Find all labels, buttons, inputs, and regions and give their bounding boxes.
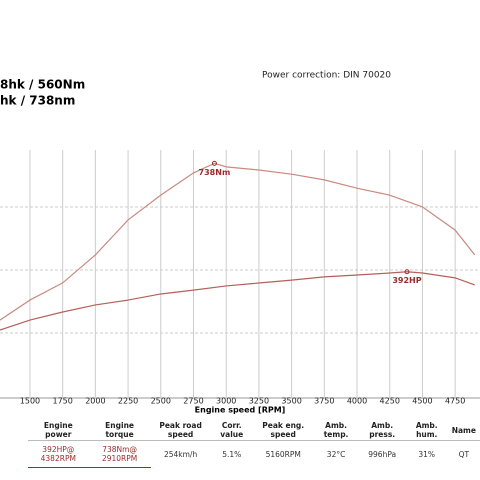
peak-marker	[404, 269, 410, 275]
h-grid	[0, 206, 480, 334]
table-cell: 5.1%	[222, 449, 242, 459]
table-cell: 392HP@ 4382RPM	[28, 440, 89, 468]
x-tick-label: 4750	[445, 397, 465, 406]
table-cell: 996hPa	[368, 449, 397, 459]
x-axis-label: Engine speed [RPM]	[195, 406, 286, 415]
peak-label: 738Nm	[199, 168, 231, 177]
header-line: hk / 738nm	[0, 94, 75, 108]
series-line	[0, 271, 475, 331]
peak-marker	[211, 160, 217, 166]
x-tick-label: 2000	[85, 397, 105, 406]
table-header: Amb. hum.	[405, 420, 448, 441]
table-header: Engine torque	[88, 420, 151, 441]
table-header: Name	[447, 420, 480, 441]
x-tick-label: 4000	[347, 397, 367, 406]
peak-label: 392HP	[392, 276, 421, 285]
x-tick-label: 3250	[249, 397, 269, 406]
results-table: Engine power Engine torque Peak road speed…	[28, 420, 480, 468]
table-cell: 32°C	[326, 449, 346, 459]
table-header: Peak eng. speed	[252, 420, 314, 441]
x-tick-label: 3000	[216, 397, 236, 406]
x-tick-label: 1500	[20, 397, 40, 406]
table-header: Peak road speed	[150, 420, 211, 441]
x-tick-label: 1750	[52, 397, 72, 406]
table-header: Amb. temp.	[313, 420, 359, 441]
table-cell: QT	[458, 449, 470, 459]
table-cell: 254km/h	[163, 449, 198, 459]
correction-note: Power correction: DIN 70020	[262, 71, 391, 81]
x-tick-label: 2500	[151, 397, 171, 406]
header-line: 8hk / 560Nm	[0, 78, 85, 92]
x-tick-label: 3750	[314, 397, 334, 406]
x-tick-label: 3500	[281, 397, 301, 406]
x-tick-label: 4250	[380, 397, 400, 406]
table-header: Amb. press.	[358, 420, 406, 441]
x-tick-label: 2250	[118, 397, 138, 406]
table-cell: 5160RPM	[265, 449, 301, 459]
table-cell: 738Nm@ 2910RPM	[88, 440, 151, 468]
table-header: Corr. value	[210, 420, 253, 441]
chart: 8hk / 560Nm hk / 738nm Power correction:…	[0, 71, 480, 415]
series-line	[0, 162, 476, 321]
table-header: Engine power	[28, 420, 89, 441]
table-cell: 31%	[418, 449, 436, 459]
x-tick-label: 2750	[183, 397, 203, 406]
table-row: 392HP@ 4382RPM 738Nm@ 2910RPM 254km/h 5.1% 5…	[28, 440, 480, 468]
x-tick-label: 4500	[412, 397, 432, 406]
